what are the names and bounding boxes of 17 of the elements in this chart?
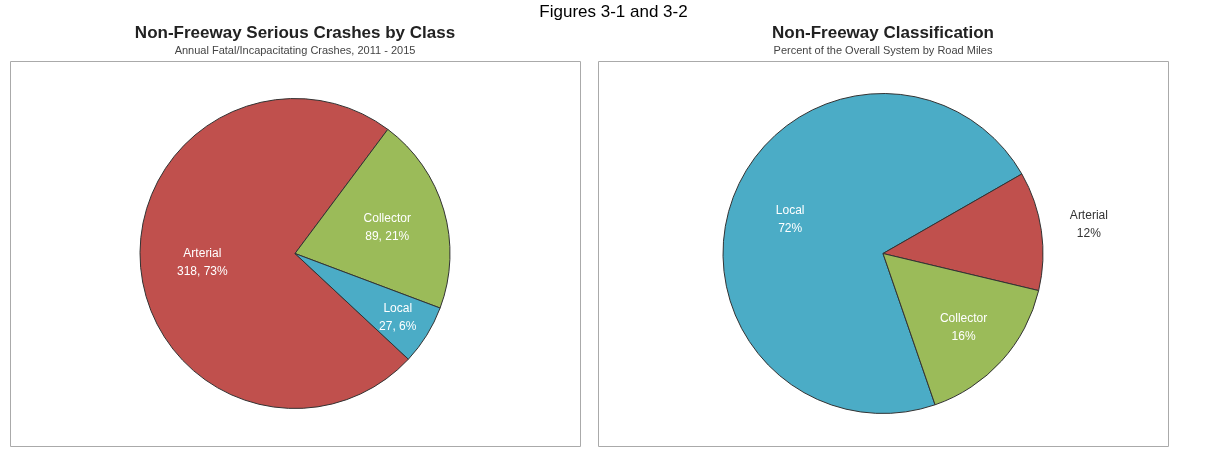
slice-label: Collector bbox=[939, 310, 988, 325]
slice-label: Collector bbox=[363, 210, 411, 225]
data-label: 318, 73% bbox=[177, 263, 229, 278]
chart-subtitle: Annual Fatal/Incapacitating Crashes, 2011 - 2015 bbox=[174, 44, 416, 56]
chart-title: Non-Freeway Serious Crashes by Class bbox=[134, 23, 456, 42]
slice-label: Local bbox=[383, 301, 413, 316]
chart-title: Non-Freeway Classification bbox=[771, 23, 995, 42]
data-label: 16% bbox=[951, 328, 976, 343]
slice-label: Arterial bbox=[183, 245, 222, 260]
data-label: 89, 21% bbox=[365, 228, 410, 243]
slice-label: Arterial bbox=[1069, 207, 1108, 222]
slice-label: Local bbox=[775, 202, 805, 217]
data-label: 12% bbox=[1076, 225, 1102, 240]
chart-subtitle: Percent of the Overall System by Road Miles bbox=[773, 44, 993, 56]
data-label: 27, 6% bbox=[379, 319, 417, 334]
data-label: 72% bbox=[778, 220, 803, 235]
text: Figures 3-1 and 3-2 bbox=[538, 1, 689, 22]
